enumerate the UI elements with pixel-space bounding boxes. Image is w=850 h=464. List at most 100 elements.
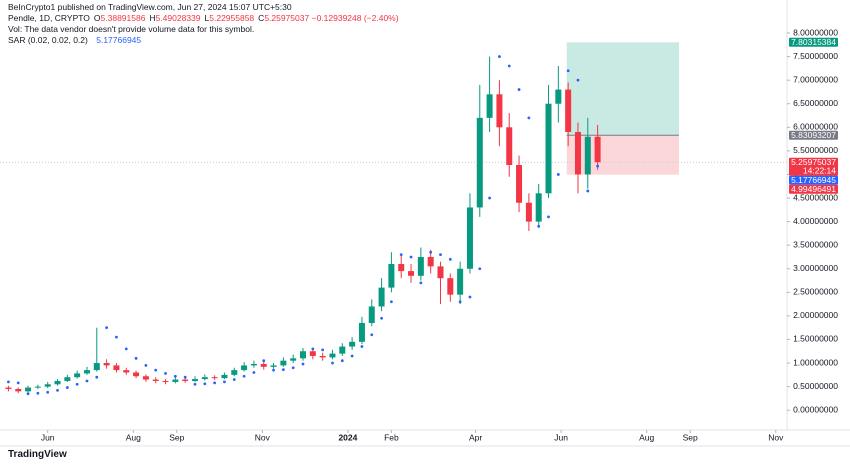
sar-dot — [173, 374, 177, 378]
sar-dot — [389, 300, 393, 304]
sar-dot — [65, 386, 69, 389]
candle-body — [241, 365, 248, 371]
sar-value: 5.17766945 — [96, 35, 142, 45]
sar-dot — [56, 388, 59, 392]
x-tick-label: Sep — [683, 432, 698, 442]
price-tag: 5.17766945 — [791, 175, 836, 185]
symbol: Pendle, 1D, CRYPTO — [8, 13, 90, 23]
sar-dot — [26, 392, 30, 396]
sar-dot — [95, 375, 99, 379]
candle-body — [290, 358, 297, 361]
x-tick-label: Jun — [554, 432, 568, 442]
sar-dot — [242, 374, 246, 378]
sar-dot — [144, 364, 148, 367]
change: −0.12939248 (−2.40%) — [311, 13, 399, 23]
x-tick-label: Aug — [639, 432, 654, 442]
candle-body — [152, 379, 159, 381]
candle-body — [329, 353, 336, 358]
y-tick-label: 0.00000000 — [793, 404, 838, 414]
candle-body — [133, 372, 140, 377]
sar-dot — [301, 362, 305, 366]
sar-dot — [291, 366, 295, 370]
price-tag-bg — [789, 175, 838, 185]
x-tick-label: Aug — [126, 432, 141, 442]
sar-dot — [331, 361, 334, 365]
y-tick-label: 1.00000000 — [793, 357, 838, 367]
y-tick-label: 0.50000000 — [793, 381, 838, 391]
candle-body — [103, 363, 110, 366]
sar-dot — [46, 390, 50, 394]
candle-body — [201, 377, 208, 380]
sar-dot — [439, 253, 442, 257]
candle-body — [123, 370, 130, 373]
sar-dot — [213, 381, 217, 385]
candle-body — [93, 363, 100, 371]
y-tick-label: 5.50000000 — [793, 145, 838, 155]
sar-dot — [566, 69, 570, 73]
sar-dot — [488, 196, 491, 200]
candle-body — [388, 264, 395, 288]
candle-body — [457, 268, 464, 295]
candle-body — [5, 387, 12, 389]
candle-body — [309, 351, 316, 356]
candle-body — [64, 377, 71, 381]
y-tick-label: 4.00000000 — [793, 216, 838, 226]
sar-dot — [203, 382, 207, 386]
sar-dot — [419, 281, 423, 285]
candle-body — [15, 388, 22, 392]
y-tick-label: 7.50000000 — [793, 51, 838, 61]
sar-dot — [576, 78, 580, 82]
candle-body — [545, 103, 552, 194]
sar-dot — [380, 316, 383, 320]
price-tag-bg — [789, 37, 838, 47]
candle-body — [466, 207, 473, 269]
logo: TradingView — [8, 449, 67, 460]
x-tick-label: Jun — [41, 432, 55, 442]
candle-body — [162, 380, 169, 382]
x-tick-label: Nov — [255, 432, 271, 442]
candle-body — [574, 132, 581, 175]
sar-dot — [537, 224, 541, 228]
sar-dot — [360, 345, 364, 348]
y-tick-label: 3.50000000 — [793, 239, 838, 249]
candle-body — [516, 165, 523, 203]
sar-dot — [7, 380, 10, 384]
y-tick-label: 2.50000000 — [793, 287, 838, 297]
candle-body — [211, 377, 218, 379]
sar-dot — [409, 255, 413, 259]
candle-body — [358, 322, 365, 342]
y-tick-label: 6.00000000 — [793, 122, 838, 132]
sar-dot — [527, 116, 531, 120]
candle-body — [565, 89, 572, 133]
sar-dot — [547, 215, 550, 219]
candle-body — [368, 306, 375, 323]
profit-zone — [566, 42, 679, 136]
ohlc-key: L — [204, 13, 210, 23]
y-tick-label: 7.00000000 — [793, 74, 838, 84]
candle-body — [74, 373, 81, 378]
price-tag: 4.99496491 — [791, 184, 836, 194]
candle-body — [594, 136, 601, 163]
sar-row: SAR (0.02, 0.02, 0.2) 5.17766945 — [8, 35, 399, 46]
sar-dot — [105, 326, 109, 330]
ohlc-key: C — [258, 13, 265, 23]
sar-dot — [75, 382, 79, 386]
x-tick-label: Feb — [384, 432, 399, 442]
candle-body — [378, 287, 385, 307]
volume-note: Vol: The data vendor doesn't provide vol… — [8, 24, 255, 34]
candle-body — [34, 386, 41, 388]
price-tag-bg — [789, 130, 838, 140]
sar-dot — [272, 368, 275, 372]
x-tick-label: Nov — [768, 432, 784, 442]
sar-dot — [262, 359, 266, 363]
sar-dot — [507, 64, 511, 68]
sar-dot — [232, 378, 236, 381]
sar-dot — [399, 253, 403, 257]
candle-body — [476, 117, 483, 208]
sar-dot — [154, 368, 158, 372]
candle-body — [555, 89, 562, 104]
sar-dot — [252, 371, 256, 374]
candle-body — [319, 355, 326, 358]
sar-dot — [134, 356, 138, 360]
